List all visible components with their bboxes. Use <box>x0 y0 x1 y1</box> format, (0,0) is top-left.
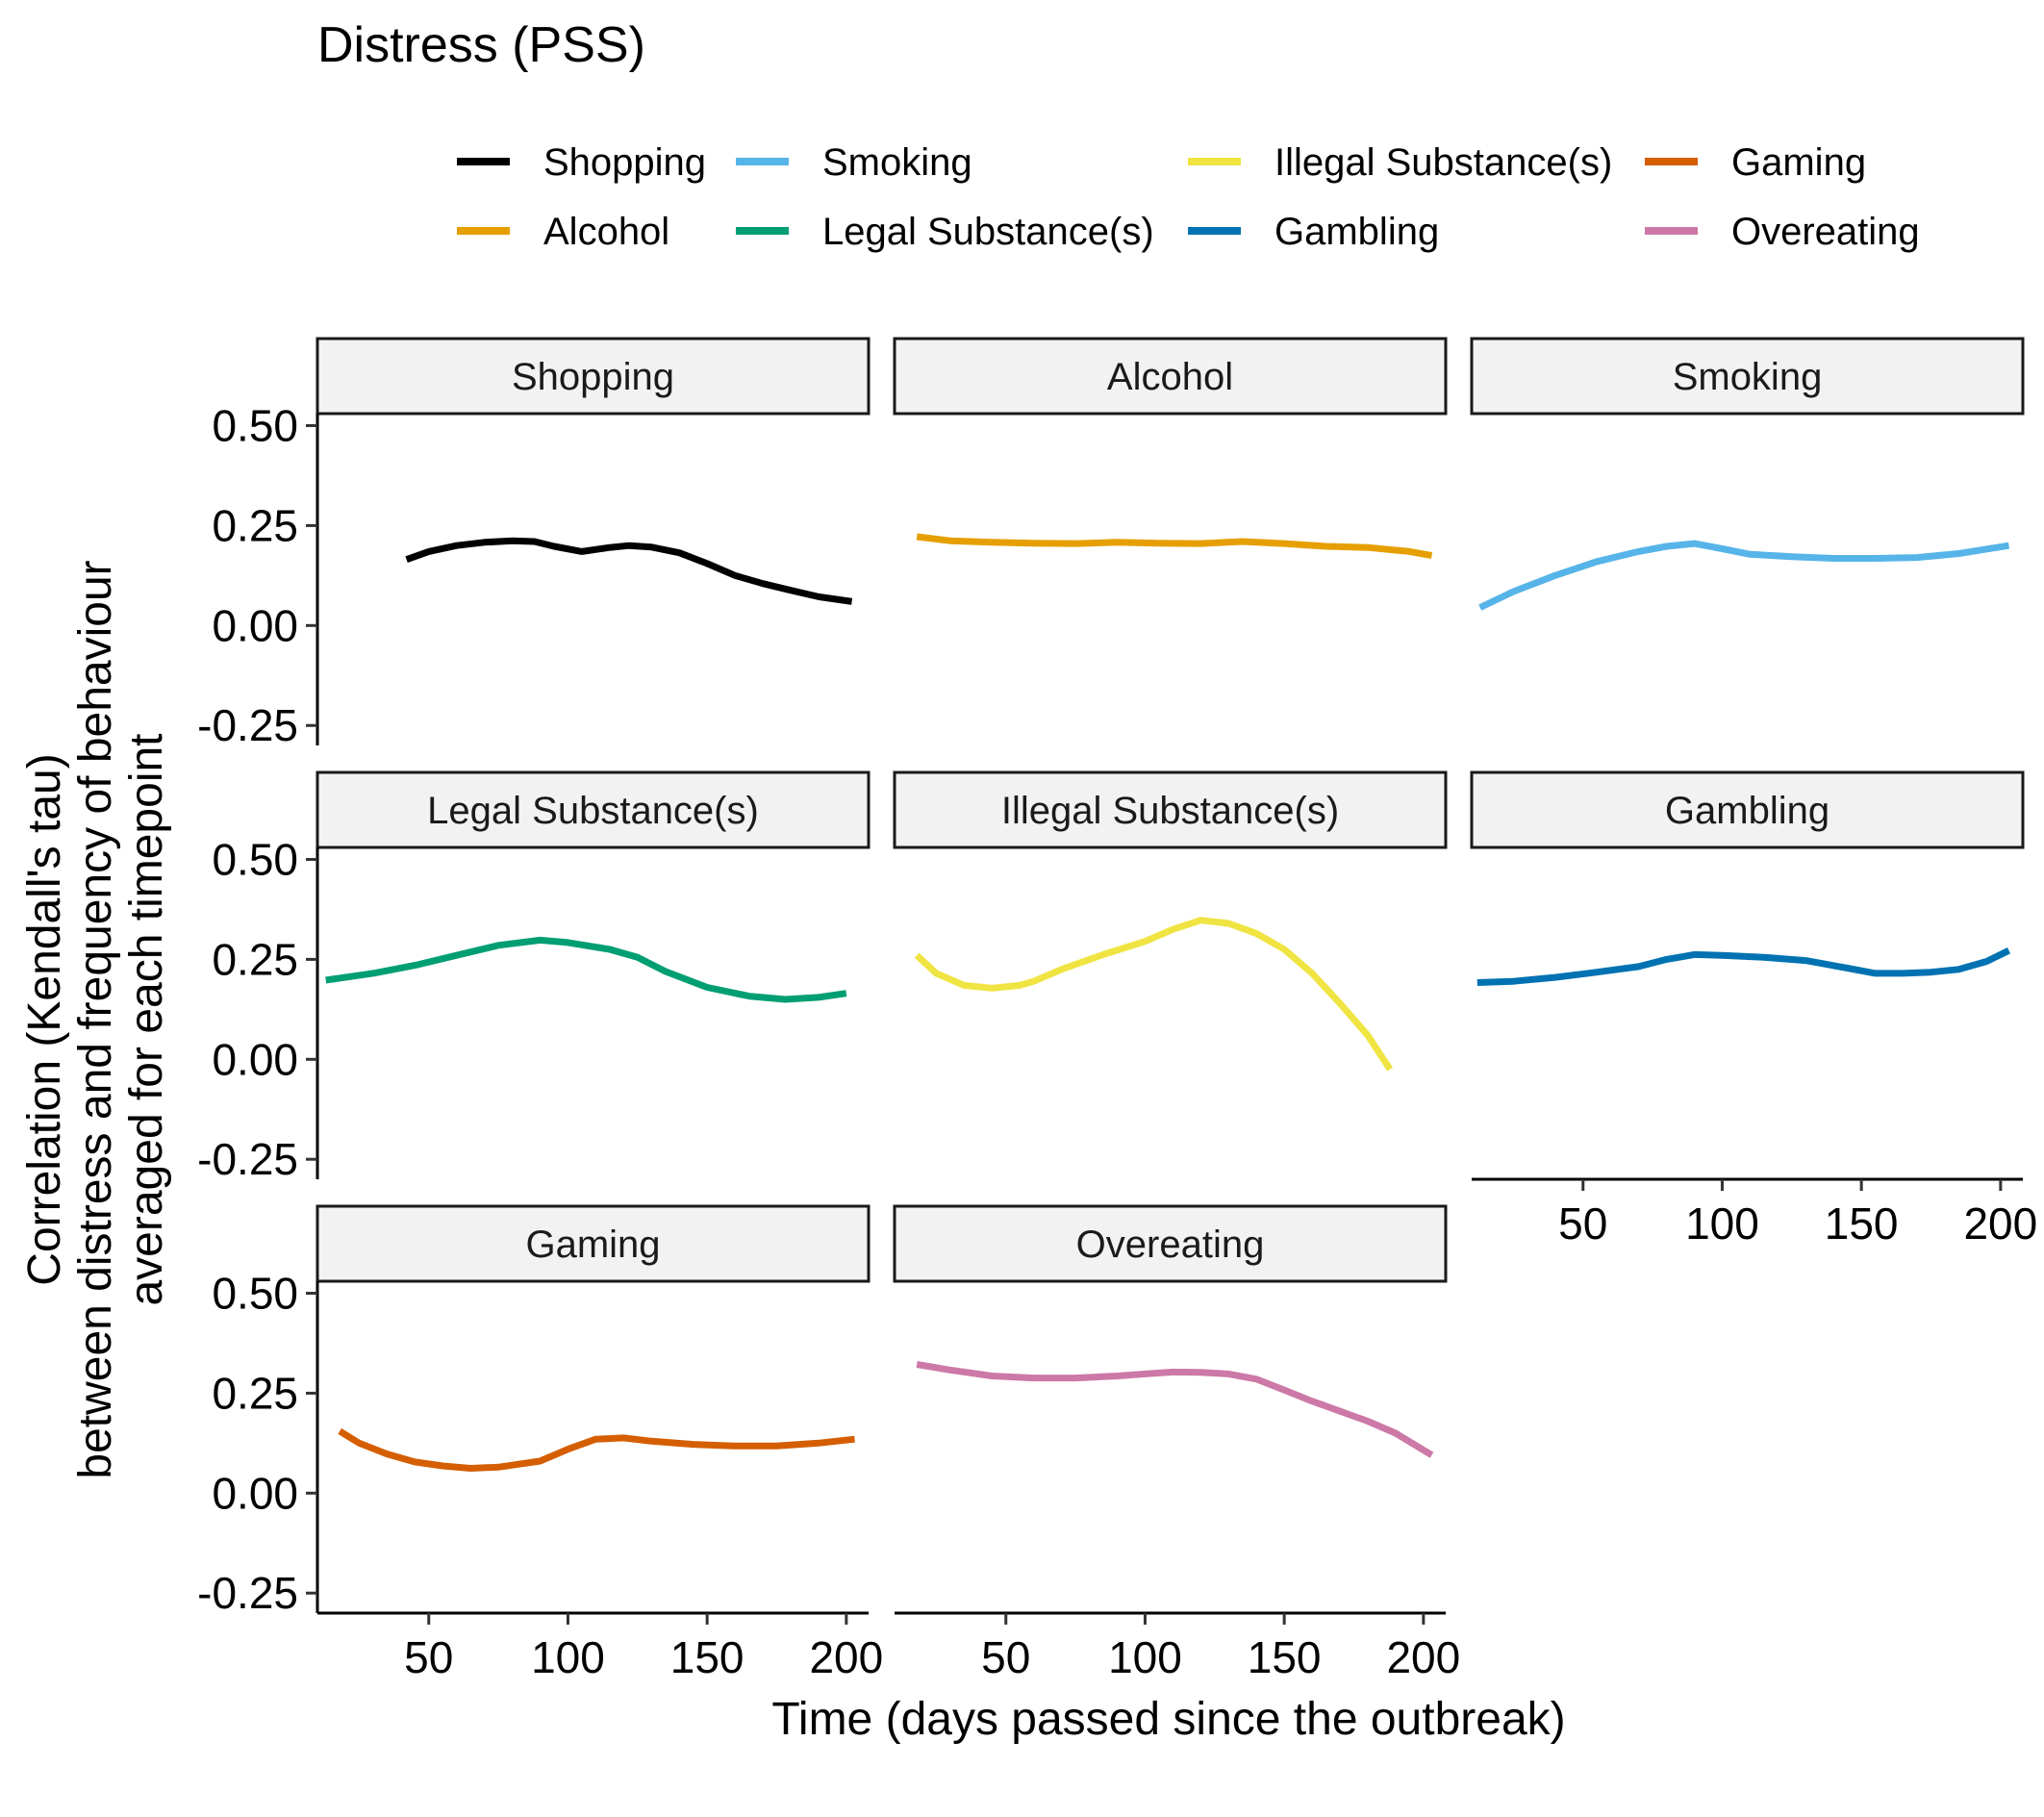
strip-label: Illegal Substance(s) <box>1001 790 1339 832</box>
chart-title: Distress (PSS) <box>317 17 645 73</box>
facet-panels: Shopping 0.50 0.25 0.00 -0.25 Alcohol Smoking L… <box>197 337 2037 1682</box>
y-axis-title-line-3: averaged for each timepoint <box>121 733 172 1305</box>
x-tick-label: 100 <box>1685 1199 1759 1249</box>
y-tick-label: 0.00 <box>212 600 298 650</box>
y-axis-title-line-2: between distress and frequency of behavi… <box>70 560 121 1478</box>
legend-label: Gaming <box>1731 141 1866 184</box>
legend-label: Overeating <box>1731 211 1920 253</box>
legend-item-shopping: Shopping <box>457 141 706 184</box>
series-line-shopping <box>405 537 853 605</box>
legend-item-alcohol: Alcohol <box>457 211 669 253</box>
legend-item-legal-substance-s: Legal Substance(s) <box>736 211 1154 253</box>
strip-background <box>893 337 1448 416</box>
x-axis-title: Time (days passed since the outbreak) <box>771 1694 1565 1745</box>
legend-label: Smoking <box>822 141 972 184</box>
strip-label: Alcohol <box>1107 356 1233 398</box>
legend-label: Illegal Substance(s) <box>1274 141 1612 184</box>
panel-alcohol: Alcohol <box>893 337 1448 560</box>
y-tick-label: 0.25 <box>212 1368 298 1418</box>
panel-smoking: Smoking <box>1470 337 2025 611</box>
y-axis-title: Correlation (Kendall's tau) between dist… <box>19 560 172 1478</box>
legend: Shopping Alcohol Smoking Legal Substance(s)… <box>457 141 1920 253</box>
strip-label: Gambling <box>1665 790 1830 832</box>
panel-illegal-substance-s: Illegal Substance(s) <box>893 770 1448 1072</box>
panel-gambling: Gambling 50 100 150 200 <box>1470 770 2037 1249</box>
panel-shopping: Shopping 0.50 0.25 0.00 -0.25 <box>197 337 871 750</box>
y-tick-label: -0.25 <box>197 700 298 750</box>
strip-label: Overeating <box>1076 1224 1265 1266</box>
legend-label: Legal Substance(s) <box>822 211 1154 253</box>
strip-background <box>1470 770 2025 849</box>
x-tick-label: 150 <box>1825 1199 1899 1249</box>
y-tick-label: -0.25 <box>197 1568 298 1618</box>
x-tick-label: 200 <box>1963 1199 2037 1249</box>
y-tick-label: 0.00 <box>212 1034 298 1084</box>
y-tick-label: -0.25 <box>197 1134 298 1184</box>
panel-overeating: Overeating 50 100 150 200 <box>893 1204 1460 1682</box>
strip-background <box>893 770 1448 849</box>
legend-item-gambling: Gambling <box>1188 211 1439 253</box>
legend-label: Gambling <box>1274 211 1439 253</box>
series-line-gaming <box>338 1427 855 1472</box>
x-tick-label: 200 <box>809 1632 883 1682</box>
y-tick-label: 0.25 <box>212 500 298 550</box>
y-tick-label: 0.00 <box>212 1468 298 1518</box>
legend-item-smoking: Smoking <box>736 141 972 184</box>
series-line-gambling <box>1476 947 2011 986</box>
panel-gaming: Gaming 0.50 0.25 0.00 -0.25 50 100 150 200 <box>197 1204 883 1682</box>
legend-label: Alcohol <box>543 211 669 253</box>
series-line-alcohol <box>916 533 1433 560</box>
strip-background <box>315 337 871 416</box>
legend-item-gaming: Gaming <box>1645 141 1866 184</box>
strip-label: Gaming <box>525 1224 660 1266</box>
legend-item-overeating: Overeating <box>1645 211 1920 253</box>
series-line-smoking <box>1478 540 2010 611</box>
strip-background <box>893 1204 1448 1283</box>
x-tick-label: 150 <box>670 1632 744 1682</box>
x-tick-label: 150 <box>1248 1632 1322 1682</box>
legend-item-illegal-substance-s: Illegal Substance(s) <box>1188 141 1612 184</box>
y-tick-label: 0.25 <box>212 934 298 984</box>
strip-label: Legal Substance(s) <box>427 790 759 832</box>
strip-background <box>1470 337 2025 416</box>
x-tick-label: 100 <box>531 1632 605 1682</box>
x-tick-label: 200 <box>1386 1632 1460 1682</box>
series-line-illegal-substance-s <box>914 917 1394 1072</box>
legend-label: Shopping <box>543 141 706 184</box>
strip-background <box>315 1204 871 1283</box>
y-tick-label: 0.50 <box>212 400 298 450</box>
series-line-overeating <box>916 1361 1434 1458</box>
y-axis-title-line-1: Correlation (Kendall's tau) <box>19 753 70 1285</box>
strip-background <box>315 770 871 849</box>
x-tick-label: 50 <box>981 1632 1030 1682</box>
x-tick-label: 50 <box>1558 1199 1607 1249</box>
y-tick-label: 0.50 <box>212 834 298 884</box>
x-tick-label: 50 <box>404 1632 453 1682</box>
series-line-legal-substance-s <box>325 936 847 1003</box>
y-tick-label: 0.50 <box>212 1268 298 1318</box>
strip-label: Shopping <box>512 356 674 398</box>
strip-label: Smoking <box>1673 356 1823 398</box>
x-tick-label: 100 <box>1108 1632 1182 1682</box>
panel-legal-substance-s: Legal Substance(s) 0.50 0.25 0.00 -0.25 <box>197 770 871 1184</box>
